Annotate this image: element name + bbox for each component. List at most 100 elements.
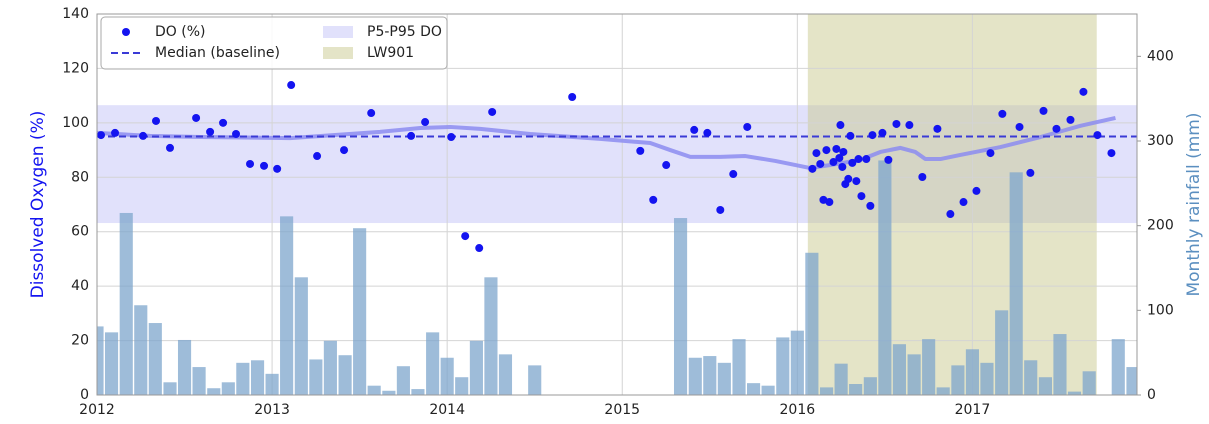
rain-bar [951, 365, 965, 395]
do-point [568, 93, 577, 102]
rain-bar [323, 340, 337, 395]
y-tick-label: 80 [71, 169, 89, 185]
rain-bar [134, 305, 148, 395]
rain-bar [688, 357, 702, 395]
rain-bar [1009, 172, 1023, 395]
y-tick-label: 140 [62, 6, 89, 22]
legend-label: P5-P95 DO [367, 24, 442, 40]
do-point [838, 162, 847, 171]
y2-tick-label: 0 [1147, 387, 1156, 403]
y-tick-label: 20 [71, 333, 89, 349]
x-tick-label: 2014 [429, 402, 465, 418]
rain-bar [484, 277, 498, 395]
y-tick-label: 100 [62, 115, 89, 131]
x-tick-label: 2013 [254, 402, 290, 418]
rain-bar [207, 388, 221, 395]
do-point [139, 131, 148, 140]
do-point [812, 149, 821, 158]
rain-bar [440, 357, 454, 395]
rain-bar [382, 390, 396, 395]
y-tick-label: 40 [71, 278, 89, 294]
do-point [1079, 87, 1088, 96]
rain-bar [455, 377, 469, 395]
do-point [862, 155, 871, 164]
rain-bar [236, 362, 250, 395]
legend-box [100, 16, 448, 70]
do-point [273, 164, 282, 173]
rain-bar [732, 339, 746, 395]
rain-bar [309, 359, 323, 395]
do-point [808, 164, 817, 173]
rain-bar [1024, 360, 1038, 395]
do-point [848, 158, 857, 167]
do-point [461, 232, 470, 241]
y-tick-label: 0 [80, 387, 89, 403]
y-axis-label: Dissolved Oxygen (%) [28, 111, 48, 299]
do-point [287, 81, 296, 90]
do-point [892, 119, 901, 128]
rain-bar [250, 360, 265, 395]
do-point [972, 186, 981, 195]
do-point [1093, 131, 1102, 140]
rain-bar [353, 228, 367, 395]
rain-bar [878, 160, 892, 395]
do-point [857, 192, 866, 201]
rain-bar [776, 337, 790, 395]
rain-bar [922, 339, 936, 395]
do-point [868, 131, 877, 140]
do-point [1026, 168, 1035, 177]
do-point [839, 147, 848, 156]
do-point [918, 173, 927, 182]
legend-label: LW901 [367, 45, 414, 61]
rain-bar [747, 383, 761, 395]
x-tick-label: 2012 [79, 402, 115, 418]
do-point [703, 128, 712, 137]
legend-label: DO (%) [155, 24, 205, 40]
rain-bar [265, 373, 279, 395]
do-point [743, 122, 752, 131]
rain-bar [498, 354, 513, 395]
rain-bar [177, 339, 192, 395]
rain-bar [820, 387, 834, 395]
x-tick-label: 2016 [780, 402, 816, 418]
do-point [690, 125, 699, 134]
do-point [447, 133, 456, 142]
do-point [836, 121, 845, 130]
x-tick-label: 2017 [955, 402, 991, 418]
rain-bar [163, 382, 177, 395]
do-point [97, 131, 106, 140]
legend-label: Median (baseline) [155, 45, 280, 61]
y2-tick-label: 100 [1147, 302, 1174, 318]
rain-bar [1111, 339, 1125, 395]
rain-bar [703, 356, 717, 395]
rain-bar [119, 212, 133, 395]
rain-bar [907, 354, 921, 395]
do-point [232, 130, 241, 139]
legend-marker [122, 28, 130, 36]
do-point [1052, 124, 1061, 133]
do-point [475, 244, 484, 253]
do-point [933, 124, 942, 133]
y2-axis-label: Monthly rainfall (mm) [1184, 112, 1204, 296]
plot-area [97, 14, 1137, 395]
rain-bar [396, 366, 410, 395]
rain-bar [717, 362, 731, 395]
do-point [816, 159, 825, 168]
do-point [260, 161, 269, 170]
y2-tick-label: 400 [1147, 48, 1174, 64]
rain-bar [528, 365, 542, 395]
do-point [1039, 106, 1048, 115]
span [807, 14, 1097, 395]
rain-bar [1082, 371, 1096, 395]
rain-bar [469, 340, 483, 395]
do-point [636, 146, 645, 155]
do-point [852, 177, 861, 186]
x-tick-label: 2015 [604, 402, 640, 418]
rain-bar [805, 252, 819, 395]
rain-bar [426, 332, 440, 395]
rain-bar [673, 218, 688, 395]
do-point [111, 128, 120, 137]
y2-tick-label: 300 [1147, 133, 1174, 149]
rain-bar [221, 382, 235, 395]
